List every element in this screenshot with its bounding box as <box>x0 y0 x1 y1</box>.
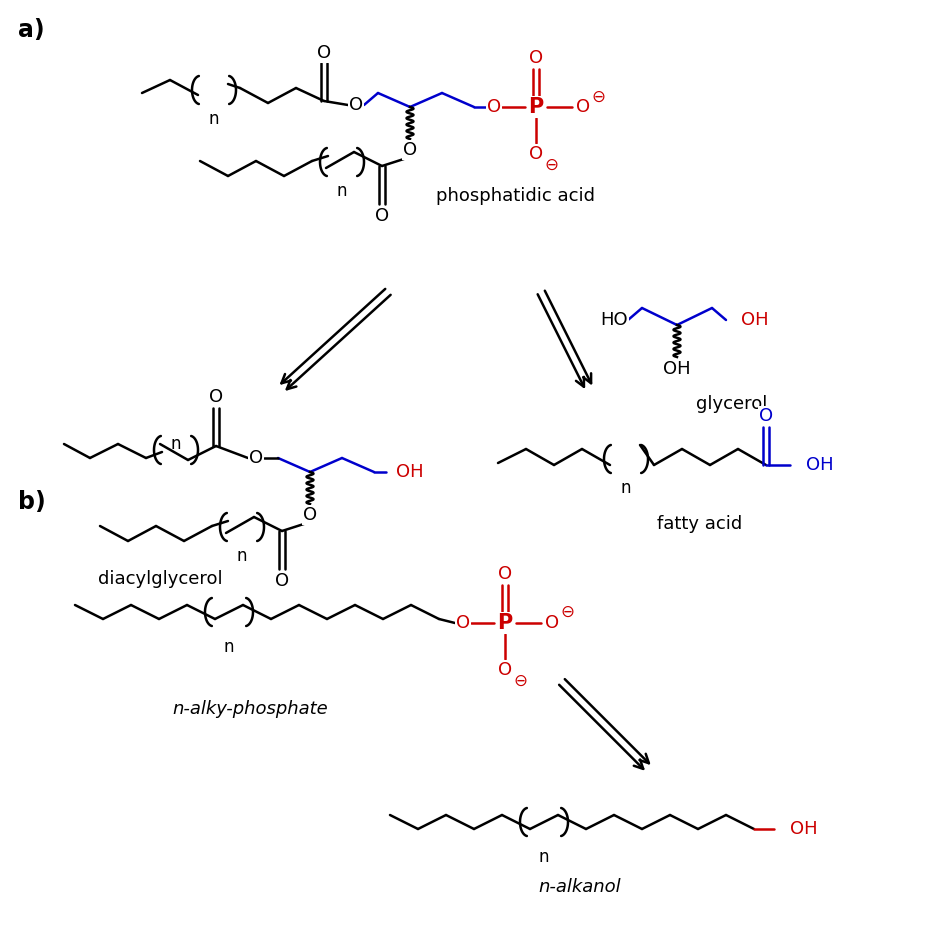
Text: O: O <box>487 98 502 116</box>
Text: OH: OH <box>663 360 691 378</box>
Text: n: n <box>621 479 631 497</box>
Text: n-alkanol: n-alkanol <box>539 878 621 896</box>
Text: diacylglycerol: diacylglycerol <box>97 570 222 588</box>
Text: P: P <box>498 613 513 633</box>
Text: HO: HO <box>601 311 628 329</box>
Text: n-alky-phosphate: n-alky-phosphate <box>172 700 328 718</box>
Text: O: O <box>275 572 289 590</box>
Text: a): a) <box>18 18 44 42</box>
Text: O: O <box>317 44 331 62</box>
Text: OH: OH <box>790 820 818 838</box>
Text: ⊖: ⊖ <box>544 156 558 174</box>
Text: n: n <box>539 848 550 866</box>
Text: ⊖: ⊖ <box>513 672 527 690</box>
Text: n: n <box>223 638 235 656</box>
Text: fatty acid: fatty acid <box>657 515 743 533</box>
Text: O: O <box>759 407 773 425</box>
Text: O: O <box>209 388 223 406</box>
Text: b): b) <box>18 490 45 514</box>
Text: OH: OH <box>741 311 768 329</box>
Text: OH: OH <box>396 463 424 481</box>
Text: ⊖: ⊖ <box>560 603 574 621</box>
Text: O: O <box>498 565 512 583</box>
Text: O: O <box>576 98 590 116</box>
Text: n: n <box>171 435 182 453</box>
Text: n: n <box>236 547 248 565</box>
Text: n: n <box>209 110 220 128</box>
Text: O: O <box>456 614 470 632</box>
Text: O: O <box>349 96 363 114</box>
Text: glycerol: glycerol <box>696 395 768 413</box>
Text: O: O <box>249 449 263 467</box>
Text: phosphatidic acid: phosphatidic acid <box>437 187 595 205</box>
Text: ⊖: ⊖ <box>591 88 605 106</box>
Text: O: O <box>303 506 317 524</box>
Text: P: P <box>528 97 543 117</box>
Text: O: O <box>375 207 389 225</box>
Text: O: O <box>529 49 543 67</box>
Text: n: n <box>337 182 348 200</box>
Text: O: O <box>545 614 559 632</box>
Text: O: O <box>403 141 417 159</box>
Text: O: O <box>529 145 543 163</box>
Text: O: O <box>498 661 512 679</box>
Text: OH: OH <box>806 456 833 474</box>
